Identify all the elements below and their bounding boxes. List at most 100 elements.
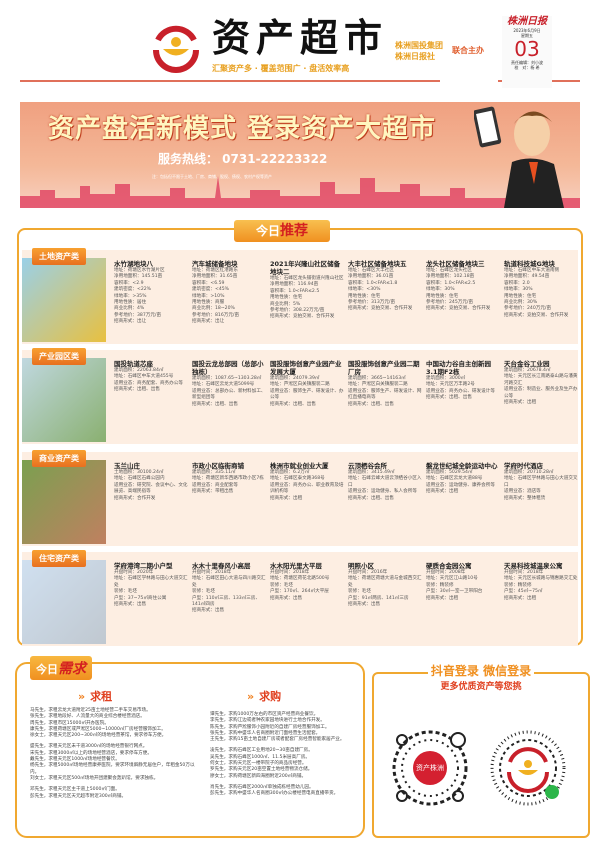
wechat-miniprogram-qr-code[interactable] xyxy=(488,728,568,808)
asset-detail: 净用地面积：116.94亩 xyxy=(270,282,319,288)
asset-listing[interactable]: 中国动力谷自主创新园3.1期F2栋 建筑面积：3000㎡ 地址：天元区万丰路2号 适用… xyxy=(426,360,502,402)
asset-listing[interactable]: 硬质合金园公寓 开盘时间：2008年 地址：天元区江山路10号 装修：精装修 户型：30… xyxy=(426,562,502,602)
title-main: 推荐 xyxy=(280,223,308,239)
qr-heading: 抖音登录 微信登录 xyxy=(372,664,590,679)
banner-headline: 资产盘活新模式 登录资产大超市 xyxy=(48,114,437,144)
asset-detail: 容积率：1.0<FAR≤1.8 xyxy=(348,280,398,286)
asset-detail: 净用地面积：36.01亩 xyxy=(348,274,394,280)
demand-entry: 徐女士，求租天元区200~300㎡的场地经营茶馆，要求停车方便。 xyxy=(30,733,167,739)
asset-title: 2021年兴隆山社区储备地块二 xyxy=(270,260,341,276)
asset-detail: 招商形式：出售 xyxy=(192,608,225,614)
title-main: 需求 xyxy=(58,661,86,677)
asset-listing[interactable]: 轨道科技城G地块 地址：石峰区中车大道南侧 净用地面积：49.54亩 容积率：2.0 绿… xyxy=(504,260,580,319)
asset-detail: 招商形式：出租 xyxy=(426,489,459,495)
asset-listing[interactable]: 市政小区临街商铺 建筑面积：335.11㎡ 地址：荷塘区新华西路市政小区7栋 适用业态… xyxy=(192,462,268,496)
asset-detail: 建筑面积：1087.65~1303.28㎡ xyxy=(192,376,262,381)
asset-detail: 地址：荷塘区水竹湖片区 xyxy=(114,268,165,273)
asset-detail: 商业比例：30% xyxy=(504,300,538,306)
issue-weekday: 星期五 xyxy=(521,33,533,38)
asset-detail: 用地性质：住宅 xyxy=(426,293,459,299)
asset-detail: 招商形式：出租 xyxy=(504,400,537,406)
asset-detail: 适用业态：商务办公、职业教育及培训机构等 xyxy=(270,482,344,495)
category-tag: 产业园区类 xyxy=(32,348,86,365)
cartoon-businessman-illustration xyxy=(474,106,564,208)
asset-detail: 地址：石峰区云龙大道5099号 xyxy=(192,382,255,388)
asset-listing[interactable]: 学府港湾二期小户型 开盘时间：2020年 地址：石峰区学林路与田心大道交汇处 装修：毛… xyxy=(114,562,190,608)
city-skyline-illustration xyxy=(20,176,580,208)
asset-detail: 开盘时间：2016年 xyxy=(348,570,388,575)
wechat-miniprogram-icon xyxy=(545,785,559,799)
asset-listing[interactable]: 株洲市就业创业大厦 建筑面积：6.2万㎡ 地址：石峰区泰文路368号 适用业态：商务办… xyxy=(270,462,346,502)
asset-detail: 户型：91㎡两房、141㎡三房 xyxy=(348,595,409,601)
asset-title: 中国动力谷自主创新园3.1期F2栋 xyxy=(426,360,491,376)
asset-detail: 招商形式：出租 xyxy=(270,495,303,501)
demand-entry: 周先生，求租市区15000㎡开办医院。 xyxy=(30,720,109,726)
category-tag: 住宅资产类 xyxy=(32,550,86,567)
demand-entry: 刘女士，求租天元区500㎡场地开团建聚会轰趴馆，要求独栋。 xyxy=(30,775,159,781)
asset-listing[interactable]: 龙头社区储备地块三 地址：石峰区龙头社区 净用地面积：102.18亩 容积率：1.0<… xyxy=(426,260,502,313)
asset-listing[interactable]: 明照小区 开盘时间：2016年 地址：荷塘区荷塘大道与金城西交汇处 装修：毛坯 户型：9… xyxy=(348,562,424,608)
buy-heading: » 求购 xyxy=(247,688,281,704)
asset-detail: 建筑面积：3000㎡ xyxy=(426,376,466,381)
asset-detail: 容积率：<6.59 xyxy=(192,280,225,286)
asset-listing[interactable]: 水木阳光里大平层 开盘时间：2018年 地址：荷塘区荷花北路500号 装修：毛坯 户型：… xyxy=(270,562,346,602)
demand-entry: 彭先生，求租天元区天元超市附近300㎡商铺。 xyxy=(30,793,127,799)
qr-heading-text: 抖音登录 微信登录 xyxy=(427,664,535,678)
asset-detail: 适用业态：服饰生产、研发设计、办公等 xyxy=(270,388,344,401)
asset-detail: 招商形式：整体租赁 xyxy=(504,495,546,501)
asset-title: 明照小区 xyxy=(348,562,374,570)
asset-detail: 地址：石峰区龙头铺街道兴隆山社区 xyxy=(270,276,344,281)
asset-detail: 适用业态：商务配套、商务办公等 xyxy=(114,380,183,386)
demand-entry: 谭先生，求购1000万左右的市区资产经营商业餐饮。 xyxy=(210,712,319,717)
asset-listing[interactable]: 天台金谷工业园 建筑面积：20678.4㎡ 地址：天元区长江南路泰山路与潘黄河路交汇… xyxy=(504,360,580,406)
demand-entry: 康先生，求租荷塘区或芦淞区5000~10000㎡厂房经营服饰加工。 xyxy=(30,726,166,732)
demand-entry: 廖女士，求购荷塘区新四海圈附近200㎡商铺。 xyxy=(210,773,307,779)
asset-detail: 参考地价：240万元/亩 xyxy=(504,306,552,312)
asset-detail: 招商形式：合作开发 xyxy=(114,495,156,501)
asset-detail: 地址：荷塘区红港路东 xyxy=(192,268,238,273)
asset-detail: 招商形式：出租、出售 xyxy=(426,395,472,401)
recommend-title: 今日推荐 xyxy=(234,220,330,242)
asset-title: 云顶栖谷会所 xyxy=(348,462,387,470)
asset-detail: 绿地率：>35% xyxy=(114,293,147,299)
demand-entry: 肖先生，求购石峰区2000㎡单独成栋经营幼儿园。 xyxy=(210,784,314,790)
asset-detail: 净用地面积：49.54亩 xyxy=(504,274,550,280)
asset-detail: 地址：石峰区云龙大道88号 xyxy=(426,476,483,482)
asset-detail: 地址：石峰区泰文路368号 xyxy=(270,476,325,482)
asset-detail: 建筑面积：24079.39㎡ xyxy=(270,376,320,381)
asset-listing[interactable]: 国投轨道芯座 建筑面积：22063.84㎡ 地址：石峰区中车大道455号 适用业态：商… xyxy=(114,360,190,394)
asset-detail: 建筑面积：3415.49㎡ xyxy=(348,470,395,475)
asset-listing[interactable]: 云顶栖谷会所 建筑面积：3415.49㎡ 地址：石峰云峰大道云顶栖谷小区入口 适用业态… xyxy=(348,462,424,502)
asset-detail: 户型：170㎡、264㎡大平层 xyxy=(270,589,329,595)
asset-listing[interactable]: 磐龙世纪城全龄运动中心 建筑面积：5029.54㎡ 地址：石峰区云龙大道88号 适用业… xyxy=(426,462,502,496)
asset-detail: 适用业态：商业配套等 xyxy=(192,482,238,488)
asset-listing[interactable]: 汽车城储备地块 地址：荷塘区红港路东 净用地面积：31.65亩 容积率：<6.59 建筑… xyxy=(192,260,268,326)
demand-entry: 马先生，求租云龙大道附近25亩土地经营二手车交易市场。 xyxy=(30,708,151,713)
asset-detail: 容积率：1.0<FAR≤2.5 xyxy=(426,280,476,286)
asset-listing[interactable]: 大丰社区储备地块五 地址：石峰区大丰社区 净用地面积：36.01亩 容积率：1.0<F… xyxy=(348,260,424,313)
asset-detail: 招商形式：出售 xyxy=(348,602,381,608)
asset-listing[interactable]: 学府时代酒店 建筑面积：20710.28㎡ 地址：石峰区学林路与田心大道交叉口 适用业… xyxy=(504,462,580,502)
asset-listing[interactable]: 水竹湖地块八 地址：荷塘区水竹湖片区 净用地面积：145.51亩 容积率：<2.9 建筑… xyxy=(114,260,190,326)
chevrons-icon: » xyxy=(78,690,86,703)
douyin-qr-code[interactable]: 资产株洲 xyxy=(390,728,470,808)
asset-listing[interactable]: 天易科技城温泉公寓 开盘时间：2018年 地址：天元区长城路与锦惠路交汇处 装修：精装… xyxy=(504,562,580,602)
asset-detail: 参考地价：313万元/亩 xyxy=(348,300,396,306)
asset-detail: 绿地率：<30% xyxy=(348,287,381,293)
asset-detail: 地址：石峰云峰大道云顶栖谷小区入口 xyxy=(348,476,422,488)
demand-entry: 吴先生，求购石峰区1000㎡、11.5米层高厂房。 xyxy=(210,754,311,760)
asset-detail: 参考地价：816万元/亩 xyxy=(192,312,240,318)
header-rule xyxy=(20,80,440,82)
asset-listing[interactable]: 玉兰山庄 土地面积：30100.24㎡ 地址：石峰区石峰公园内 适用业态：研究院、会议… xyxy=(114,462,190,502)
asset-listing[interactable]: 国投服饰创意产业园产业发展大厦 建筑面积：24079.39㎡ 地址：芦淞区白关镇服装… xyxy=(270,360,346,408)
asset-detail: 招商形式：出租 xyxy=(426,595,459,601)
cohost-label: 联合主办 xyxy=(452,46,484,55)
category-row: 产业园区类国投轨道芯座 建筑面积：22063.84㎡ 地址：石峰区中车大道455号适… xyxy=(22,348,580,444)
asset-listing[interactable]: 水木十里春风小高层 开盘时间：2018年 地址：石峰区田心大道与四川路交汇处 装修：毛… xyxy=(192,562,268,615)
asset-listing[interactable]: 2021年兴隆山社区储备地块二 地址：石峰区龙头铺街道兴隆山社区 净用地面积：116… xyxy=(270,260,346,321)
asset-listing[interactable]: 国投云龙总部园（总部小独栋） 建筑面积：1087.65~1303.28㎡ 地址：石峰… xyxy=(192,360,268,408)
asset-detail: 地址：天元区万丰路2号 xyxy=(426,382,475,388)
asset-detail: 户型：45㎡~75㎡ xyxy=(504,589,543,595)
asset-listing[interactable]: 国投服饰创意产业园二期厂房 建筑面积：3665~14163㎡ 地址：芦淞区白关镇服装… xyxy=(348,360,424,408)
asset-detail: 开盘时间：2018年 xyxy=(270,570,310,575)
